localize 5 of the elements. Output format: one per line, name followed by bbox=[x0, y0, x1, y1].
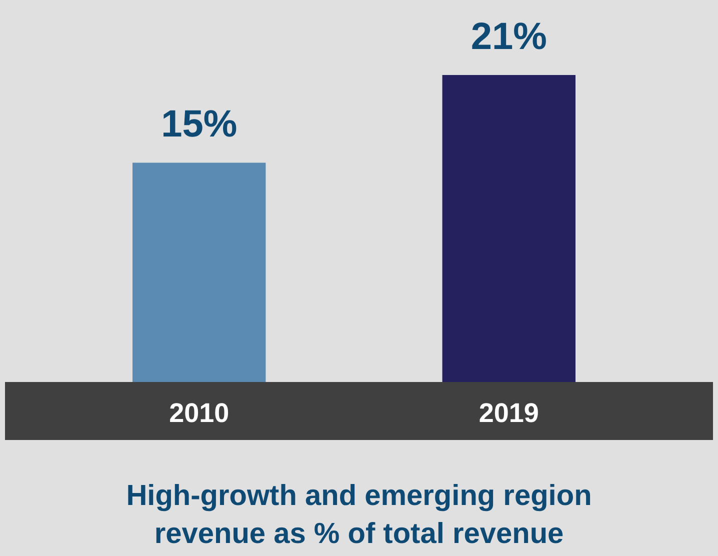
data-label: 15% bbox=[161, 104, 238, 146]
text: High-growth and emerging region revenue as % of total revenue bbox=[126, 480, 592, 550]
x-tick-label: 2019 bbox=[478, 398, 539, 428]
x-tick-label: 2010 bbox=[169, 398, 230, 428]
data-label: 21% bbox=[470, 16, 547, 58]
